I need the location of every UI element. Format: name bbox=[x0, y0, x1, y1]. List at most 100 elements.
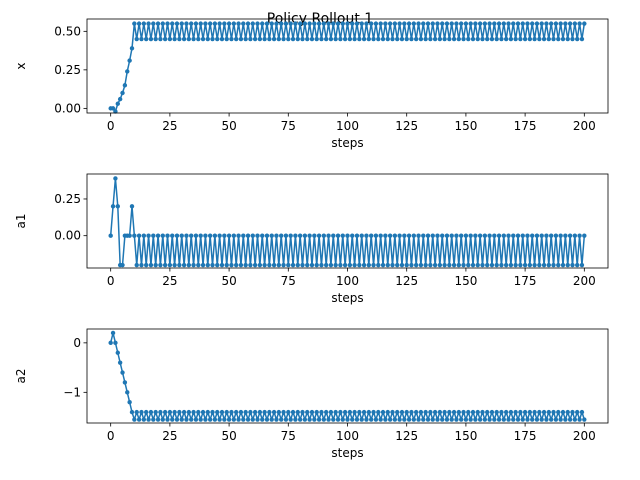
data-point bbox=[198, 21, 203, 26]
data-point bbox=[309, 409, 315, 415]
data-point bbox=[503, 36, 509, 42]
data-point bbox=[501, 417, 506, 422]
data-point bbox=[354, 417, 360, 422]
data-point bbox=[226, 21, 232, 26]
data-point bbox=[271, 36, 277, 42]
x-tick-label: 125 bbox=[395, 429, 418, 443]
x-tick-label: 125 bbox=[395, 274, 418, 288]
data-point bbox=[120, 90, 125, 96]
x-tick-label: 200 bbox=[573, 429, 596, 443]
data-point bbox=[115, 101, 120, 106]
data-point bbox=[406, 21, 412, 26]
data-point bbox=[215, 262, 220, 268]
data-point bbox=[203, 233, 208, 238]
data-point bbox=[224, 36, 229, 42]
data-point bbox=[546, 262, 551, 268]
data-point bbox=[129, 204, 135, 209]
data-point bbox=[184, 233, 189, 238]
data-point bbox=[191, 409, 196, 415]
data-point bbox=[425, 233, 431, 238]
data-point bbox=[397, 417, 402, 422]
data-point bbox=[326, 417, 331, 422]
data-point bbox=[582, 417, 587, 422]
data-point bbox=[134, 262, 139, 268]
data-point bbox=[146, 417, 151, 422]
data-point bbox=[262, 409, 267, 415]
data-point bbox=[162, 262, 168, 268]
data-point bbox=[395, 36, 400, 42]
data-point bbox=[499, 36, 504, 42]
data-point bbox=[387, 21, 393, 26]
data-point bbox=[139, 262, 144, 268]
data-point bbox=[496, 417, 502, 422]
data-point bbox=[231, 233, 237, 238]
data-point bbox=[236, 21, 241, 26]
data-point bbox=[141, 21, 147, 26]
data-point bbox=[416, 417, 421, 422]
data-point bbox=[385, 36, 390, 42]
data-point bbox=[191, 36, 196, 42]
data-point bbox=[243, 262, 248, 268]
data-point bbox=[210, 36, 215, 42]
data-point bbox=[148, 36, 154, 42]
data-point bbox=[108, 340, 113, 346]
data-point bbox=[541, 409, 547, 415]
data-point bbox=[494, 409, 499, 415]
data-point bbox=[551, 36, 556, 42]
data-point bbox=[428, 409, 433, 415]
data-point bbox=[323, 262, 329, 268]
x-tick-label: 175 bbox=[514, 119, 537, 133]
data-point bbox=[179, 417, 184, 422]
data-point bbox=[264, 417, 270, 422]
data-point bbox=[243, 36, 248, 42]
data-point bbox=[425, 21, 431, 26]
axes-frame-1 bbox=[86, 18, 609, 114]
data-point bbox=[198, 417, 203, 422]
data-point bbox=[404, 409, 409, 415]
data-point bbox=[411, 21, 417, 26]
data-point bbox=[357, 36, 362, 42]
data-point bbox=[319, 262, 324, 268]
data-point bbox=[158, 36, 163, 42]
data-point bbox=[264, 21, 270, 26]
data-point bbox=[172, 409, 177, 415]
x-tick-label: 200 bbox=[573, 274, 596, 288]
data-point bbox=[243, 409, 248, 415]
data-point bbox=[283, 417, 289, 422]
data-point bbox=[537, 409, 542, 415]
data-point bbox=[260, 417, 265, 422]
data-point bbox=[217, 21, 222, 26]
x-tick-label: 75 bbox=[281, 274, 296, 288]
data-point bbox=[212, 21, 218, 26]
subplot-3: 0 25 50 75 100 125 150 175 200 0 −1 steps a2 bbox=[14, 328, 609, 460]
data-point bbox=[513, 262, 518, 268]
data-point bbox=[449, 417, 454, 422]
data-point bbox=[129, 46, 135, 51]
data-point bbox=[224, 262, 229, 268]
data-point bbox=[295, 262, 300, 268]
data-point bbox=[518, 262, 523, 268]
data-point bbox=[217, 417, 222, 422]
data-point bbox=[186, 262, 192, 268]
data-point bbox=[184, 417, 189, 422]
data-point bbox=[335, 21, 341, 26]
data-point bbox=[127, 400, 132, 405]
data-point bbox=[129, 409, 135, 415]
data-point bbox=[305, 409, 310, 415]
data-point bbox=[323, 36, 329, 42]
x-tick-label: 25 bbox=[162, 274, 177, 288]
data-point bbox=[534, 21, 540, 26]
data-point bbox=[548, 233, 554, 238]
data-point bbox=[184, 21, 189, 26]
data-point bbox=[139, 36, 144, 42]
data-point bbox=[537, 36, 542, 42]
data-point bbox=[392, 21, 398, 26]
data-point bbox=[193, 417, 199, 422]
data-point bbox=[572, 417, 578, 422]
data-point bbox=[570, 36, 575, 42]
data-point bbox=[229, 36, 234, 42]
data-point bbox=[556, 36, 561, 42]
data-point bbox=[454, 21, 459, 26]
data-point bbox=[134, 409, 139, 415]
data-point bbox=[181, 409, 187, 415]
